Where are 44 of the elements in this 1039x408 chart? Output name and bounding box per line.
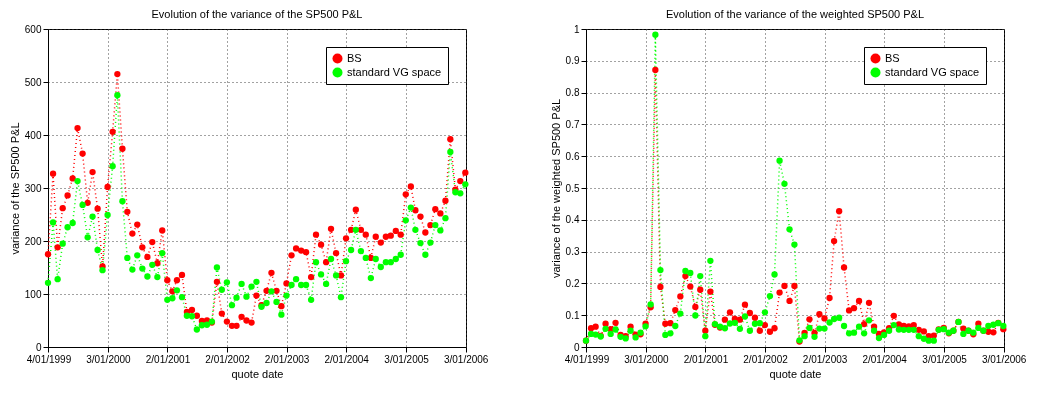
y-tick-label: 600 (24, 23, 42, 35)
x-tick-label: 4/01/1999 (564, 353, 610, 365)
y-tick-label: 300 (24, 182, 42, 194)
x-tick-label: 2/01/2003 (264, 353, 310, 365)
x-tick-label: 3/01/2000 (86, 353, 132, 365)
y-tick-label: 0 (35, 341, 42, 353)
x-tick-label: 2/01/2002 (205, 353, 251, 365)
chart-title: Evolution of the variance of the SP500 P&L (151, 8, 363, 20)
x-tick-label: 2/01/2002 (743, 353, 789, 365)
legend-label: BS (347, 51, 362, 64)
y-axis-title: variance of the weighted SP500 P&L (549, 98, 562, 279)
x-tick-label: 3/01/2006 (981, 353, 1027, 365)
x-tick-label: 2/01/2004 (862, 353, 908, 365)
x-tick-label: 4/01/1999 (26, 353, 72, 365)
y-tick-label: 0.7 (565, 118, 580, 130)
legend-label: standard VG space (885, 65, 980, 78)
y-tick-label: 0.8 (565, 87, 580, 99)
y-tick-label: 200 (24, 235, 42, 247)
y-tick-label: 400 (24, 129, 42, 141)
legend-label: standard VG space (347, 65, 442, 78)
y-tick-label: 1 (573, 23, 580, 35)
y-tick-label: 0.6 (565, 150, 580, 162)
y-tick-label: 0.3 (565, 246, 580, 258)
y-axis-title: variance of the SP500 P&L (8, 122, 21, 255)
y-tick-label: 0 (573, 341, 580, 353)
y-tick-label: 100 (24, 288, 42, 300)
x-tick-label: 3/01/2006 (443, 353, 489, 365)
x-axis-title: quote date (769, 367, 822, 380)
x-tick-label: 2/01/2003 (802, 353, 848, 365)
x-tick-label: 3/01/2005 (922, 353, 968, 365)
x-tick-label: 2/01/2001 (145, 353, 191, 365)
y-tick-label: 500 (24, 76, 42, 88)
y-tick-label: 0.4 (565, 214, 580, 226)
x-tick-label: 2/01/2004 (324, 353, 370, 365)
y-tick-label: 0.2 (565, 277, 580, 289)
legend-label: BS (885, 51, 900, 64)
x-tick-label: 2/01/2001 (683, 353, 729, 365)
x-axis-title: quote date (231, 367, 284, 380)
y-tick-label: 0.1 (565, 309, 580, 321)
x-tick-label: 3/01/2000 (624, 353, 670, 365)
chart-title: Evolution of the variance of the weighted SP500 P&L (665, 8, 925, 20)
x-tick-label: 3/01/2005 (384, 353, 430, 365)
y-tick-label: 0.9 (565, 55, 580, 67)
y-tick-label: 0.5 (565, 182, 580, 194)
